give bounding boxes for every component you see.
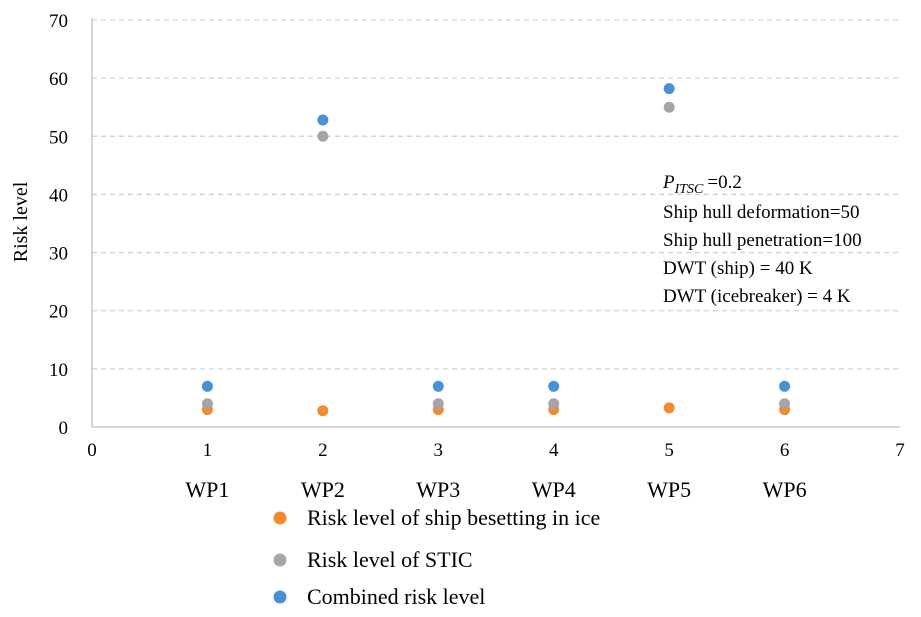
category-label: WP6 bbox=[763, 477, 807, 502]
y-tick-label: 50 bbox=[49, 127, 68, 148]
data-point bbox=[663, 101, 675, 113]
annotation-line: DWT (icebreaker) = 4 K bbox=[663, 286, 851, 307]
category-label: WP1 bbox=[185, 477, 229, 502]
data-point bbox=[432, 398, 444, 410]
category-label: WP3 bbox=[416, 477, 460, 502]
legend-marker bbox=[273, 553, 287, 567]
p-value: =0.2 bbox=[707, 172, 741, 193]
data-point bbox=[317, 130, 329, 142]
data-point bbox=[317, 405, 329, 417]
category-label: WP4 bbox=[532, 477, 576, 502]
y-tick-label: 40 bbox=[49, 185, 68, 206]
data-point bbox=[548, 380, 560, 392]
y-tick-label: 60 bbox=[49, 69, 68, 90]
data-point bbox=[548, 398, 560, 410]
p-itsc-label: PITSC =0.2 bbox=[662, 172, 742, 197]
y-tick-label: 30 bbox=[49, 244, 68, 265]
legend-marker bbox=[273, 511, 287, 525]
annotation-line: Ship hull penetration=100 bbox=[663, 230, 862, 251]
data-point bbox=[201, 380, 213, 392]
y-tick-label: 10 bbox=[49, 360, 68, 381]
x-tick-label: 7 bbox=[895, 440, 905, 461]
axes bbox=[91, 18, 900, 428]
data-point bbox=[663, 83, 675, 95]
category-labels: WP1 WP2 WP3 WP4 WP5 WP6 bbox=[185, 477, 806, 502]
data-point bbox=[201, 398, 213, 410]
data-point bbox=[779, 398, 791, 410]
data-point bbox=[663, 402, 675, 414]
y-tick-labels: 0 10 20 30 40 50 60 70 bbox=[49, 11, 68, 439]
x-tick-label: 5 bbox=[664, 440, 674, 461]
legend-label: Combined risk level bbox=[307, 584, 485, 609]
legend-marker bbox=[273, 590, 287, 604]
y-axis-label: Risk level bbox=[10, 181, 32, 262]
x-tick-label: 3 bbox=[434, 440, 444, 461]
legend: Risk level of ship besetting in ice Risk … bbox=[273, 505, 600, 609]
category-label: WP2 bbox=[301, 477, 345, 502]
grid-lines bbox=[92, 19, 900, 370]
annotation-line: Ship hull deformation=50 bbox=[663, 202, 859, 223]
x-tick-label: 0 bbox=[87, 440, 97, 461]
x-tick-label: 4 bbox=[549, 440, 559, 461]
x-tick-labels: 0 1 2 3 4 5 6 7 bbox=[87, 440, 905, 461]
legend-label: Risk level of ship besetting in ice bbox=[307, 505, 600, 530]
data-point bbox=[317, 114, 329, 126]
category-label: WP5 bbox=[647, 477, 691, 502]
p-subscript: ITSC bbox=[674, 182, 704, 197]
annotation-line: DWT (ship) = 40 K bbox=[663, 258, 813, 279]
x-tick-label: 1 bbox=[203, 440, 213, 461]
legend-label: Risk level of STIC bbox=[307, 547, 473, 572]
data-points bbox=[201, 83, 791, 417]
x-tick-label: 2 bbox=[318, 440, 328, 461]
data-point bbox=[432, 380, 444, 392]
data-point bbox=[779, 380, 791, 392]
parameter-annotation: PITSC =0.2 Ship hull deformation=50 Ship … bbox=[662, 172, 862, 307]
p-symbol: P bbox=[662, 172, 675, 193]
y-tick-label: 20 bbox=[49, 302, 68, 323]
y-tick-label: 0 bbox=[59, 418, 69, 439]
y-tick-label: 70 bbox=[49, 11, 68, 32]
x-tick-label: 6 bbox=[780, 440, 790, 461]
